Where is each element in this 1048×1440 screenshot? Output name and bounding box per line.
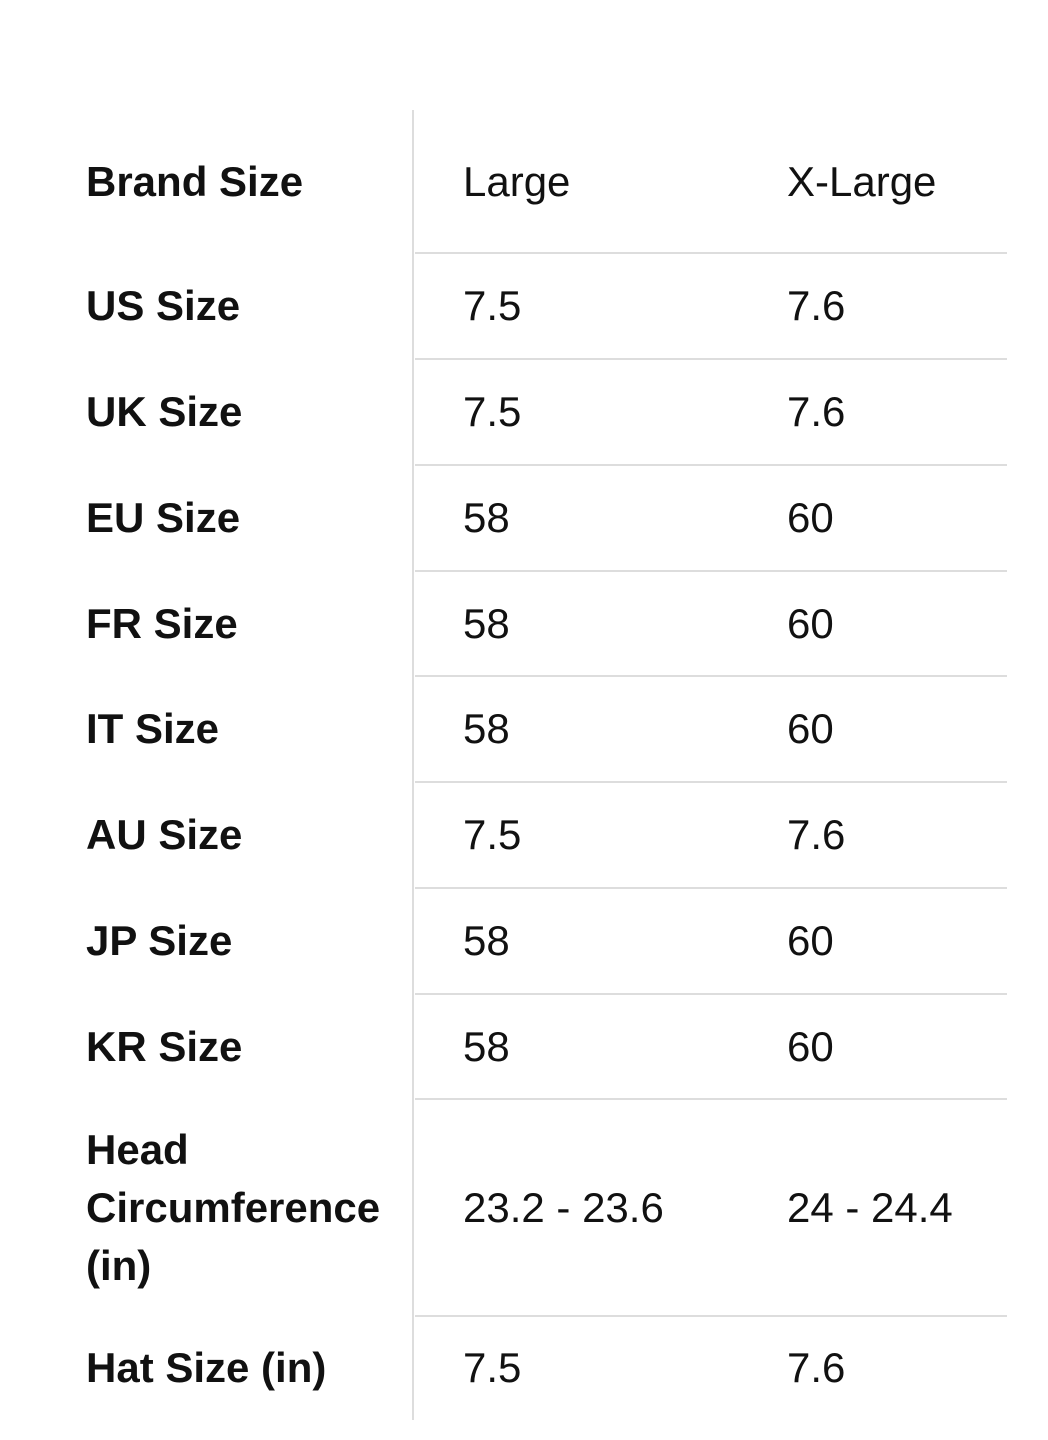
- row-label: AU Size: [86, 811, 243, 858]
- cell-value: 7.5: [463, 1344, 522, 1391]
- row-label: JP Size: [86, 917, 233, 964]
- cell-value: 24 - 24.4: [787, 1183, 953, 1231]
- row-divider: [415, 781, 1007, 783]
- cell-value: 60: [787, 705, 834, 752]
- row-label: EU Size: [86, 494, 241, 541]
- row-label: IT Size: [86, 705, 220, 752]
- cell-value: 58: [463, 1022, 510, 1070]
- cell-value: 7.5: [463, 282, 522, 329]
- row-label: KR Size: [86, 1022, 243, 1070]
- row-divider: [415, 1315, 1007, 1317]
- row-divider: [415, 1098, 1007, 1100]
- row-label: Brand Size: [86, 157, 304, 205]
- cell-value: 23.2 - 23.6: [463, 1183, 664, 1231]
- row-divider: [415, 675, 1007, 677]
- row-divider: [415, 993, 1007, 995]
- cell-value: 60: [787, 494, 834, 541]
- row-label: UK Size: [86, 388, 243, 435]
- row-divider: [415, 464, 1007, 466]
- cell-value: 60: [787, 917, 834, 964]
- column-divider: [412, 110, 414, 1420]
- row-divider: [415, 358, 1007, 360]
- row-label: Head Circumference (in): [86, 1125, 381, 1289]
- row-label: FR Size: [86, 599, 238, 647]
- cell-value: 7.5: [463, 811, 522, 858]
- cell-value: 58: [463, 494, 510, 541]
- cell-value: 60: [787, 599, 834, 647]
- cell-value: X-Large: [787, 157, 937, 205]
- cell-value: Large: [463, 157, 571, 205]
- cell-value: 7.6: [787, 388, 846, 435]
- cell-value: 7.6: [787, 1344, 846, 1391]
- row-divider: [415, 570, 1007, 572]
- row-divider: [415, 887, 1007, 889]
- cell-value: 58: [463, 705, 510, 752]
- cell-value: 7.6: [787, 811, 846, 858]
- cell-value: 58: [463, 599, 510, 647]
- cell-value: 7.6: [787, 282, 846, 329]
- cell-value: 58: [463, 917, 510, 964]
- cell-value: 60: [787, 1022, 834, 1070]
- row-divider: [415, 252, 1007, 254]
- row-label: Hat Size (in): [86, 1344, 327, 1391]
- row-label: US Size: [86, 282, 241, 329]
- cell-value: 7.5: [463, 388, 522, 435]
